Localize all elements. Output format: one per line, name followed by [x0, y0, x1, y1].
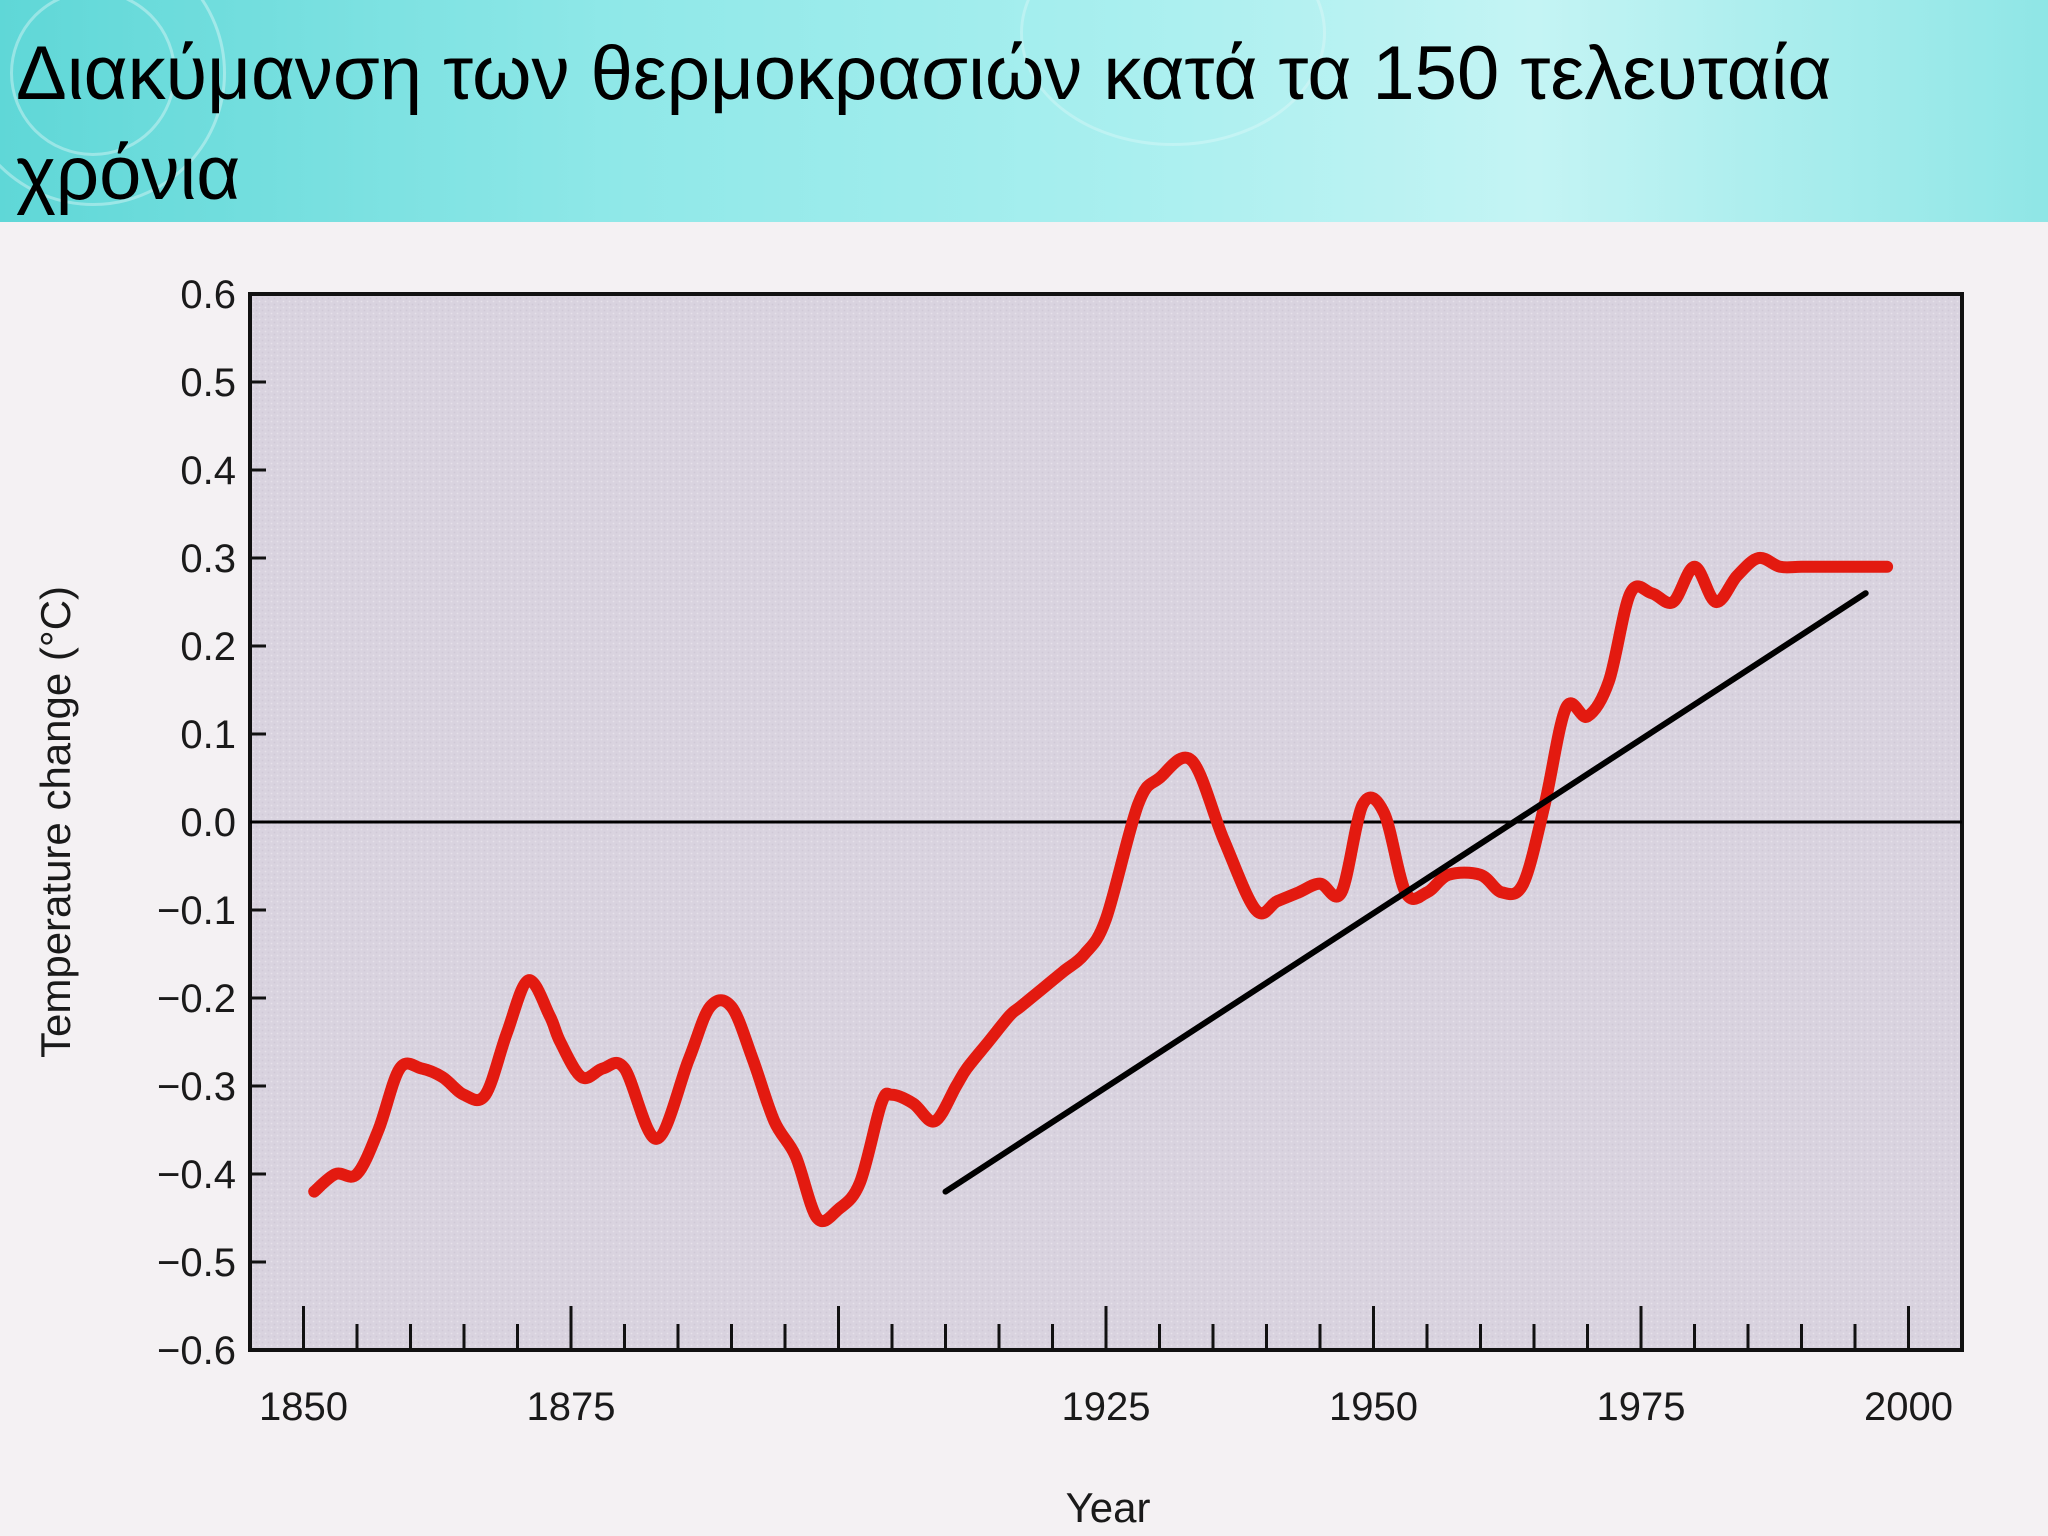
- slide-title: Διακύμανση των θερμοκρασιών κατά τα 150 …: [16, 31, 1832, 216]
- title-band: Διακύμανση των θερμοκρασιών κατά τα 150 …: [0, 0, 2048, 222]
- y-tick-label: 0.3: [180, 537, 236, 581]
- chart: 0.6 0.5 0.4 0.3 0.2 0.1 0.0 −0.1 −0.2 −0.3 −0.4 −0.…: [32, 273, 1964, 1531]
- y-tick-label: −0.1: [157, 889, 236, 933]
- y-tick-label: 0.5: [180, 361, 236, 405]
- x-tick-label: 1925: [1062, 1385, 1151, 1429]
- y-tick-label: 0.6: [180, 273, 236, 317]
- y-tick-label: −0.5: [157, 1241, 236, 1285]
- y-tick-label: −0.2: [157, 977, 236, 1021]
- y-tick-label: 0.2: [180, 625, 236, 669]
- y-tick-label: 0.4: [180, 449, 236, 493]
- x-tick-label: 1975: [1597, 1385, 1686, 1429]
- x-tick-label: 1875: [527, 1385, 616, 1429]
- x-axis-title: Year: [1066, 1484, 1151, 1531]
- background-swirl-decoration: [10, 0, 176, 156]
- chart-figure: 0.6 0.5 0.4 0.3 0.2 0.1 0.0 −0.1 −0.2 −0.3 −0.4 −0.…: [0, 222, 2048, 1536]
- y-tick-label: −0.4: [157, 1153, 236, 1197]
- y-tick-label: −0.6: [157, 1329, 236, 1373]
- y-tick-label: 0.1: [180, 713, 236, 757]
- x-tick-label: 2000: [1864, 1385, 1953, 1429]
- x-axis: 1850 1875 1925 1950 1975 2000: [259, 1306, 1953, 1429]
- y-axis: 0.6 0.5 0.4 0.3 0.2 0.1 0.0 −0.1 −0.2 −0.3 −0.4 −0.…: [157, 273, 266, 1373]
- y-tick-label: −0.3: [157, 1065, 236, 1109]
- x-tick-label: 1950: [1329, 1385, 1418, 1429]
- y-axis-title: Temperature change (°C): [32, 586, 79, 1058]
- x-tick-label: 1850: [259, 1385, 348, 1429]
- y-tick-label: 0.0: [180, 801, 236, 845]
- trend-line: [942, 590, 1869, 1195]
- temperature-series-line: [308, 551, 1894, 1228]
